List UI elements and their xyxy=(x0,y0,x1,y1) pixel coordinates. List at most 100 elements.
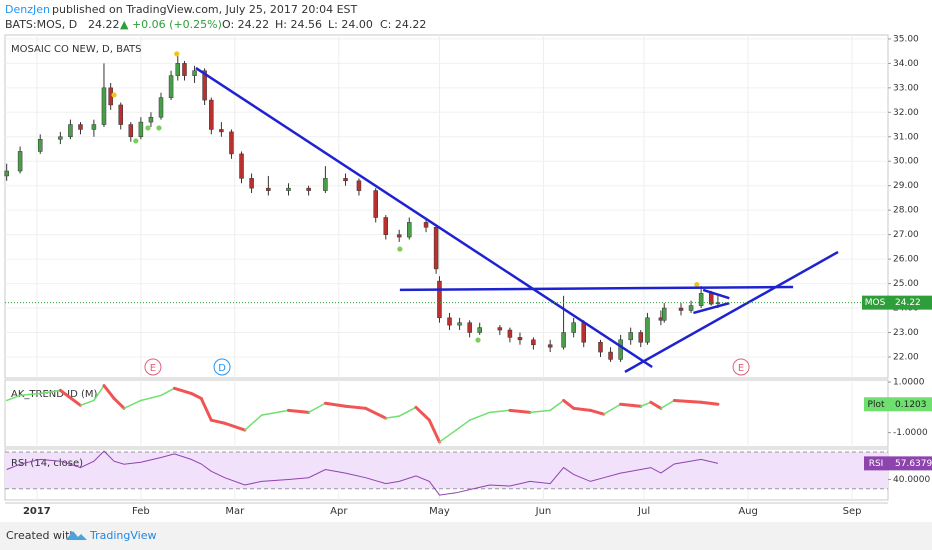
trend-segment xyxy=(286,408,311,414)
pivots-low xyxy=(397,246,403,252)
trend-segment xyxy=(699,400,720,406)
published: published on TradingView.com, July 25, 2… xyxy=(52,3,358,16)
trend-segment xyxy=(619,402,643,408)
candle-body xyxy=(433,227,439,270)
trend-segment xyxy=(209,418,227,425)
pivots-low xyxy=(145,125,151,131)
y-tick-label: 26.00 xyxy=(893,255,919,265)
candle-body xyxy=(239,153,244,179)
y-tick-label: 32.00 xyxy=(893,108,919,118)
trend-segment xyxy=(102,384,116,400)
trend-segment xyxy=(244,414,263,431)
last-value-box xyxy=(888,456,932,471)
candle-body xyxy=(158,97,164,118)
series-tag: Plot xyxy=(868,400,885,410)
candle-body xyxy=(175,63,181,76)
pivots-low xyxy=(156,125,162,131)
trend-segment xyxy=(344,404,368,410)
trend-segment xyxy=(123,399,142,410)
candle-body xyxy=(678,307,684,311)
candle-body xyxy=(547,344,553,348)
y-tick-label: 31.00 xyxy=(893,132,919,142)
trend-segment xyxy=(19,392,41,397)
rsi-band xyxy=(5,452,888,489)
y-tick-label: 22.00 xyxy=(893,352,919,362)
candle-body xyxy=(423,222,429,228)
candle-body xyxy=(78,124,83,130)
candle-body xyxy=(628,332,633,341)
x-tick-label: Jul xyxy=(637,506,650,517)
trend-segment xyxy=(572,406,592,412)
trend-segment xyxy=(112,396,126,410)
footer-logo xyxy=(66,531,87,540)
trend-segment xyxy=(58,388,82,407)
x-tick-label: 2017 xyxy=(23,506,51,517)
candle-body xyxy=(608,351,613,360)
low: L: 24.00 xyxy=(328,18,373,31)
trend-segment xyxy=(364,406,388,420)
footer-brand[interactable]: TradingView xyxy=(89,529,156,542)
trendline xyxy=(399,285,794,292)
candle-body xyxy=(323,178,328,191)
pivots-high xyxy=(174,51,180,57)
trend-segment xyxy=(489,409,511,414)
candle-body xyxy=(618,339,623,360)
trend-segment xyxy=(160,387,176,397)
candle-body xyxy=(581,322,586,343)
high: H: 24.56 xyxy=(275,18,322,31)
symbol: BATS:MOS, D xyxy=(5,18,77,31)
candle-body xyxy=(266,187,271,191)
trendline xyxy=(624,250,839,373)
trend-segment xyxy=(438,429,457,443)
author[interactable]: DenzJen xyxy=(5,3,50,16)
footer-bar xyxy=(0,522,932,550)
candle-body xyxy=(202,70,207,101)
series-tag-box xyxy=(864,456,888,471)
trend-segment xyxy=(307,402,327,414)
candle-body xyxy=(383,217,389,235)
trend-segment xyxy=(199,396,213,422)
candle-body xyxy=(68,124,73,138)
candle-body xyxy=(638,332,643,343)
candle-body xyxy=(229,131,234,155)
trend-segment xyxy=(562,398,576,410)
trend-segment xyxy=(672,398,703,404)
trend-segment xyxy=(649,400,663,410)
pivots-high xyxy=(694,281,700,288)
candle-body xyxy=(517,337,523,341)
candle-body xyxy=(688,305,694,311)
trend-segment xyxy=(189,391,203,400)
candle-body xyxy=(249,178,254,189)
trend-segment xyxy=(223,421,247,432)
trend-segment xyxy=(5,394,21,402)
candle-body xyxy=(447,317,452,326)
candle-body xyxy=(192,70,197,76)
trend-segment xyxy=(549,399,565,412)
event-label: E xyxy=(738,363,744,374)
trendline xyxy=(702,288,730,300)
event-marker xyxy=(144,358,162,376)
candle-body xyxy=(507,329,513,338)
trend-segment xyxy=(455,419,471,431)
candle-body xyxy=(437,280,442,319)
candle-body xyxy=(182,63,187,76)
trend-segment xyxy=(398,406,417,417)
pane-frame xyxy=(4,379,889,448)
y-tick-label: 1.0000 xyxy=(893,378,925,388)
last-value-box xyxy=(888,397,932,412)
trendline xyxy=(195,66,653,369)
x-tick-label: Feb xyxy=(132,506,150,517)
trend-segment xyxy=(468,411,491,421)
last-value-label: 57.6379 xyxy=(895,459,932,469)
candle-body xyxy=(4,170,9,177)
pivots-high xyxy=(111,92,117,98)
trend-segment xyxy=(588,408,606,416)
event-marker xyxy=(213,358,231,376)
trend-segment xyxy=(660,399,676,410)
change: ▲ +0.06 (+0.25%) xyxy=(120,18,222,31)
candle-body xyxy=(598,342,603,353)
trend-segment xyxy=(140,394,162,402)
candle-body xyxy=(356,180,362,191)
candle-body xyxy=(128,124,134,138)
trend-segment xyxy=(79,399,95,407)
